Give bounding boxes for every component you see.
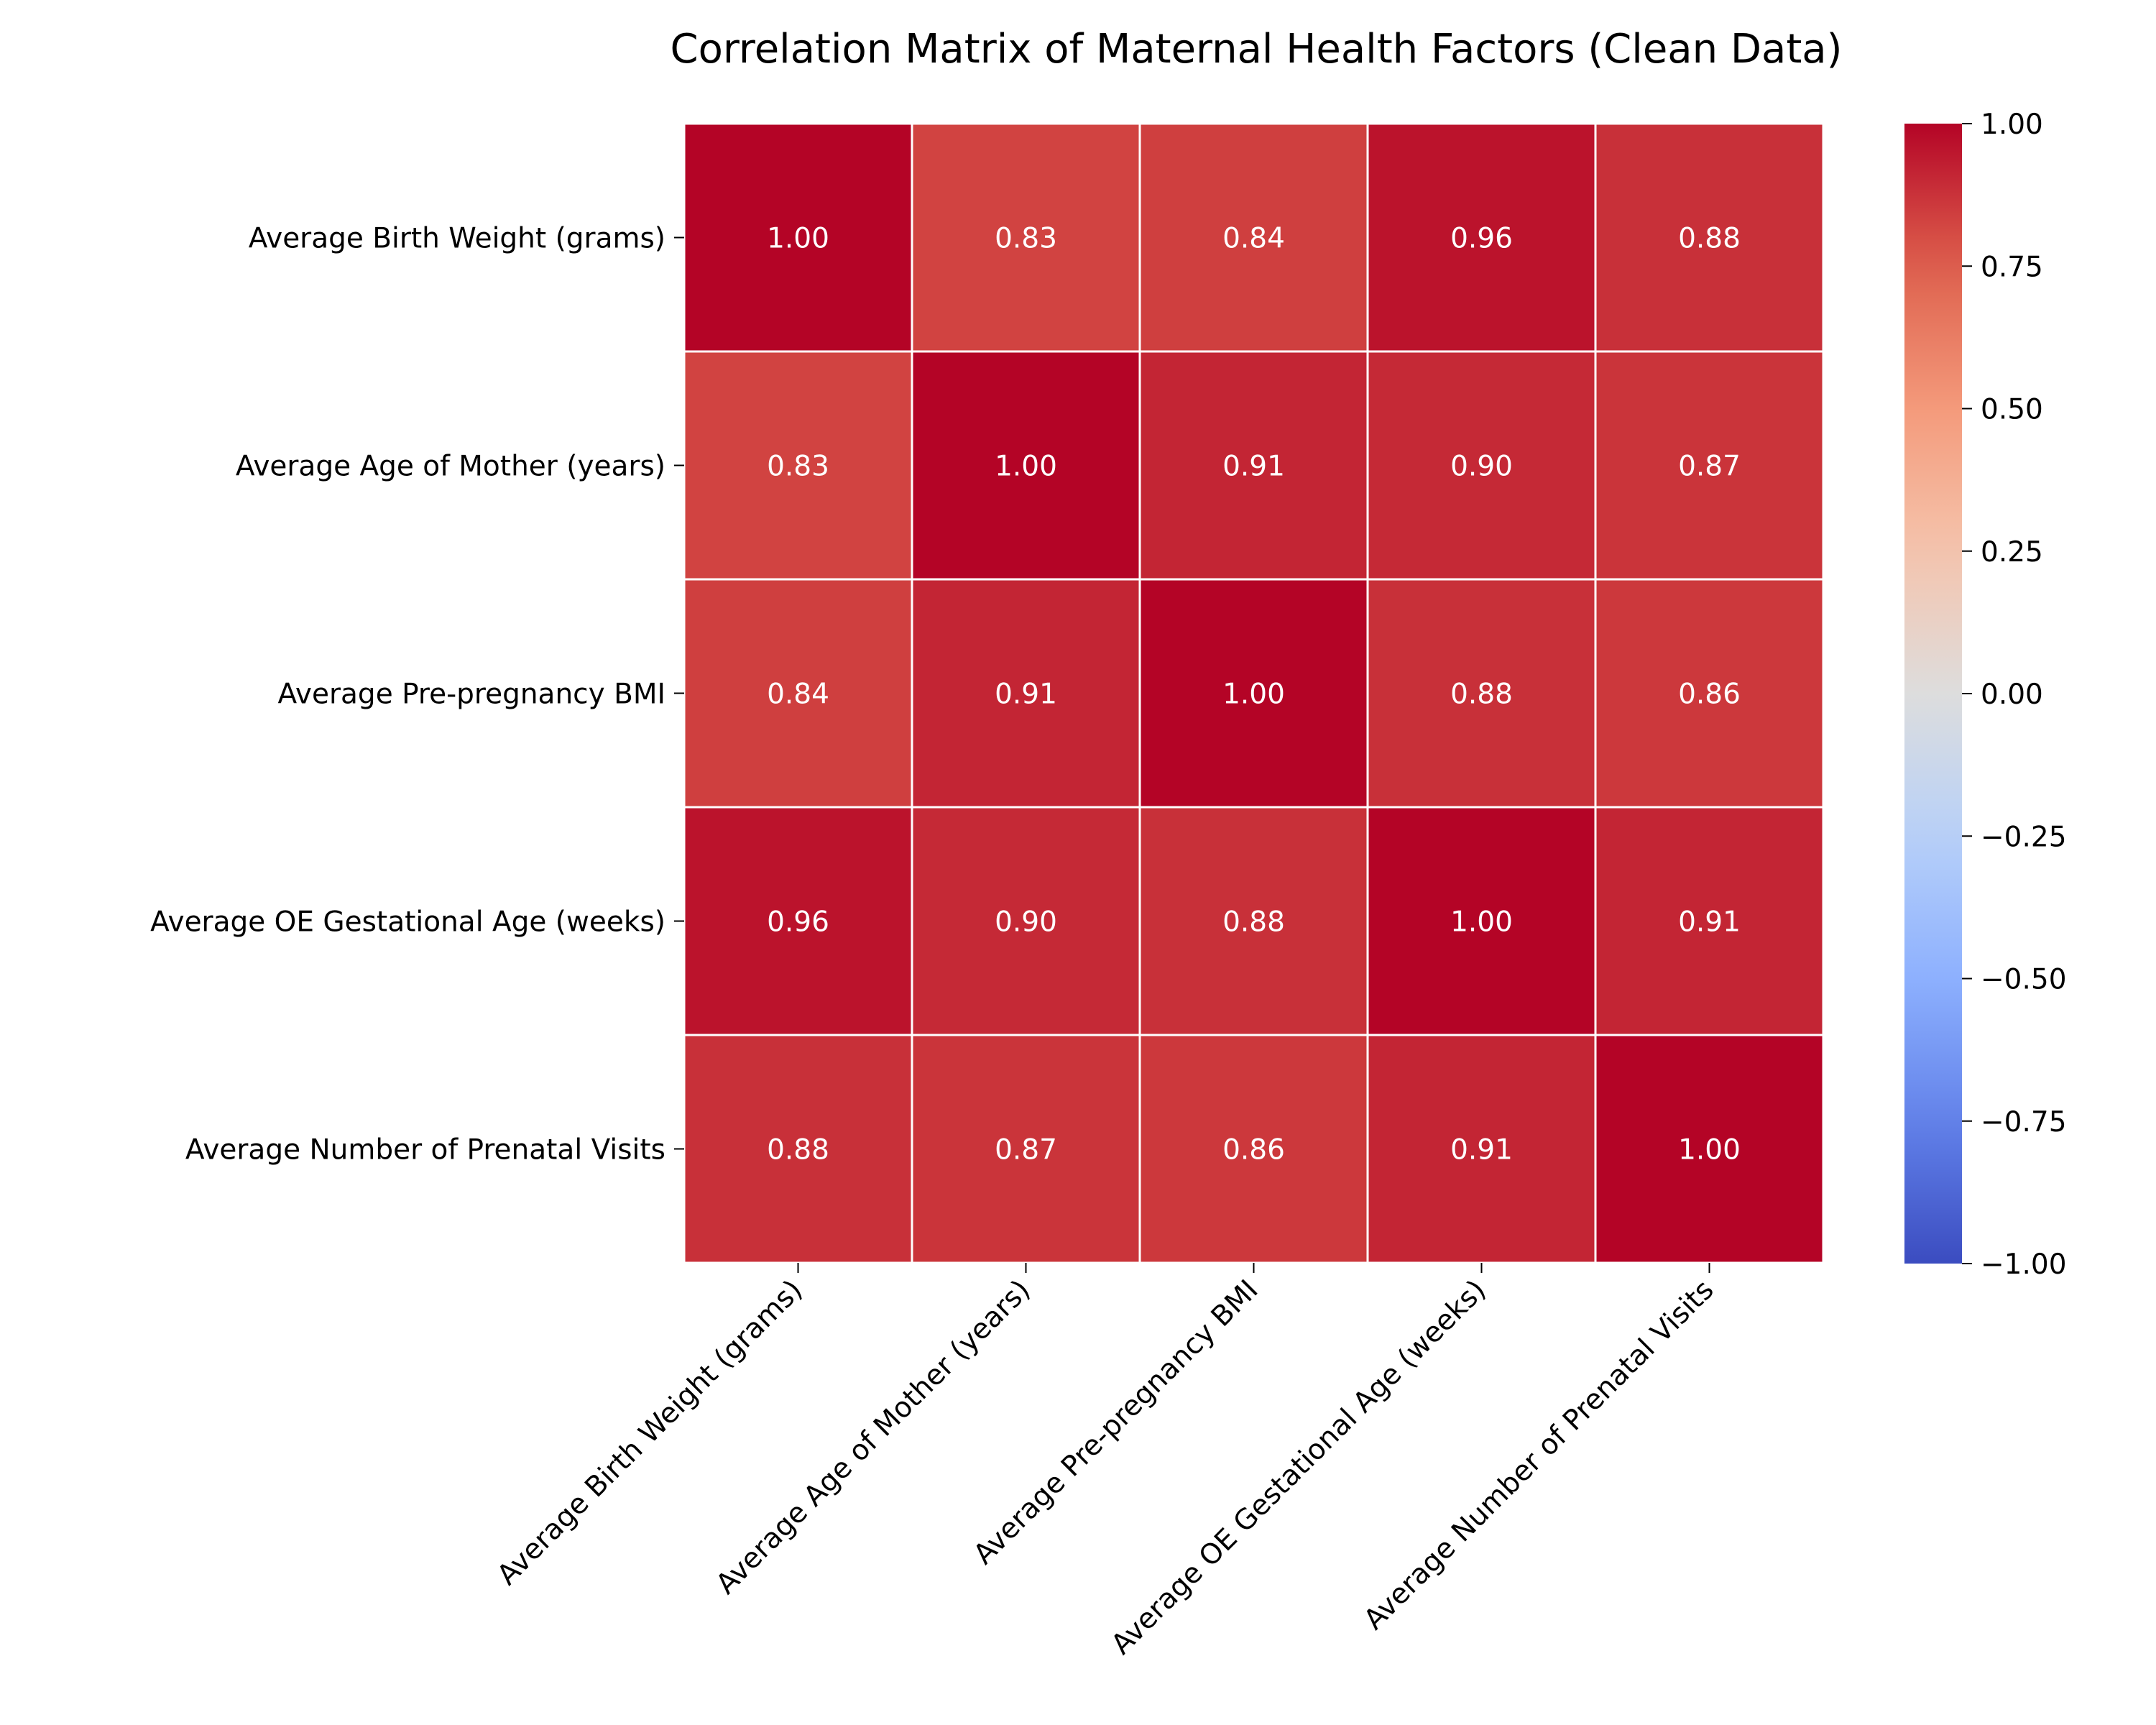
cell-value-label: 0.86 (1222, 1134, 1285, 1167)
colorbar-tick-label: −0.75 (1981, 1106, 2067, 1138)
heatmap-cell-0-4 (1594, 122, 1825, 353)
heatmap-cell-3-3 (1366, 806, 1597, 1036)
heatmap-cell-3-2 (1138, 806, 1369, 1036)
heatmap-cell-2-2 (1138, 578, 1369, 809)
heatmap-cell-0-3 (1366, 122, 1597, 353)
cell-value-label: 0.83 (995, 223, 1057, 255)
y-tick-label: Average Age of Mother (years) (236, 451, 665, 483)
cell-value-label: 0.83 (767, 451, 829, 483)
cell-value-label: 0.90 (1450, 451, 1513, 483)
y-tick-label: Average Birth Weight (grams) (249, 223, 665, 255)
heatmap-cell-0-0 (683, 122, 913, 353)
colorbar-tick-label: 1.00 (1981, 109, 2043, 141)
cell-value-label: 0.91 (1222, 451, 1285, 483)
cell-value-label: 1.00 (995, 451, 1057, 483)
heatmap-cell-4-2 (1138, 1034, 1369, 1264)
colorbar: 1.00 0.75 0.50 0.25 0.00 −0.25 −0.50 −0.75 −1.00 (1904, 109, 2067, 1281)
y-tick-label: Average Pre-pregnancy BMI (278, 678, 665, 711)
cell-value-label: 0.96 (1450, 223, 1513, 255)
chart-title: Correlation Matrix of Maternal Health Fa… (671, 26, 1843, 73)
heatmap-cell-0-1 (911, 122, 1141, 353)
heatmap-cell-1-0 (683, 350, 913, 581)
cell-value-label: 0.91 (1450, 1134, 1513, 1167)
cell-value-label: 0.88 (1222, 906, 1285, 939)
cell-value-label: 0.91 (995, 678, 1057, 711)
heatmap-cell-2-1 (911, 578, 1141, 809)
cell-value-label: 0.96 (767, 906, 829, 939)
heatmap-cells (683, 122, 1825, 1264)
colorbar-tick-label: 0.50 (1981, 394, 2043, 426)
x-tick-label: Average OE Gestational Age (weeks) (1105, 1274, 1493, 1661)
cell-value-label: 1.00 (767, 223, 829, 255)
colorbar-tick-label: −0.50 (1981, 964, 2067, 996)
cell-value-label: 0.84 (1222, 223, 1285, 255)
cell-value-label: 0.86 (1678, 678, 1741, 711)
colorbar-tick-label: 0.00 (1981, 678, 2043, 711)
colorbar-tick-label: 0.75 (1981, 251, 2043, 283)
heatmap-cell-2-3 (1366, 578, 1597, 809)
colorbar-tick-label: −0.25 (1981, 821, 2067, 853)
heatmap-cell-1-4 (1594, 350, 1825, 581)
y-tick-label: Average Number of Prenatal Visits (185, 1134, 665, 1167)
cell-value-label: 0.88 (1450, 678, 1513, 711)
cell-value-label: 0.87 (995, 1134, 1057, 1167)
cell-value-label: 0.84 (767, 678, 829, 711)
cell-value-label: 1.00 (1222, 678, 1285, 711)
y-tick-label: Average OE Gestational Age (weeks) (150, 906, 665, 939)
cell-value-label: 0.87 (1678, 451, 1741, 483)
colorbar-tick-label: 0.25 (1981, 536, 2043, 569)
heatmap-cell-4-4 (1594, 1034, 1825, 1264)
cell-value-label: 1.00 (1450, 906, 1513, 939)
cell-value-label: 0.88 (767, 1134, 829, 1167)
colorbar-gradient (1904, 124, 1962, 1264)
heatmap-cell-3-1 (911, 806, 1141, 1036)
colorbar-tick-label: −1.00 (1981, 1248, 2067, 1281)
cell-value-label: 0.91 (1678, 906, 1741, 939)
cell-annotations: 1.00 0.83 0.84 0.96 0.88 0.83 1.00 0.91 0.90 0.87… (767, 223, 1741, 1167)
heatmap-cell-2-4 (1594, 578, 1825, 809)
heatmap-cell-4-1 (911, 1034, 1141, 1264)
y-axis-ticks: Average Birth Weight (grams) Average Age … (150, 223, 684, 1167)
heatmap-cell-3-4 (1594, 806, 1825, 1036)
x-tick-label: Average Number of Prenatal Visits (1358, 1274, 1720, 1636)
cell-value-label: 0.88 (1678, 223, 1741, 255)
heatmap-cell-0-2 (1138, 122, 1369, 353)
cell-value-label: 0.90 (995, 906, 1057, 939)
heatmap-cell-4-0 (683, 1034, 913, 1264)
x-axis-ticks: Average Birth Weight (grams)Average Age … (491, 1263, 1720, 1661)
heatmap-cell-1-2 (1138, 350, 1369, 581)
cell-value-label: 1.00 (1678, 1134, 1741, 1167)
